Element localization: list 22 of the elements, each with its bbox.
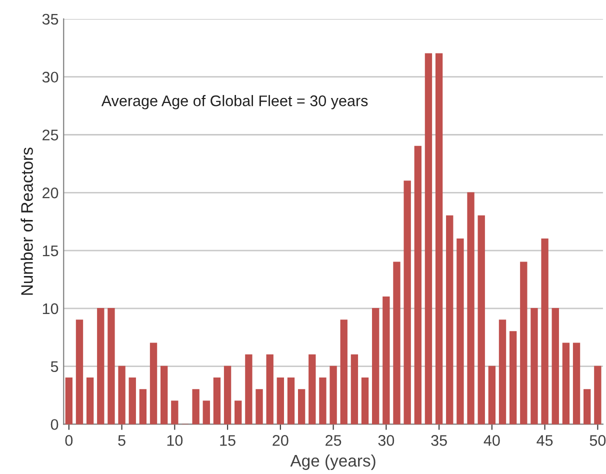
y-tick-label: 30 [42,72,58,83]
annotation: Average Age of Global Fleet = 30 years [101,95,368,110]
x-tick-label: 50 [590,435,606,446]
x-tick-label: 10 [167,435,183,446]
y-tick-label: 35 [42,14,58,25]
y-tick-label: 5 [50,361,58,372]
x-tick-label: 20 [272,435,288,446]
y-tick-label: 20 [42,188,58,198]
x-tick-label: 0 [65,435,73,446]
x-tick-label: 40 [484,435,500,446]
y-tick-label: 0 [50,419,58,430]
x-axis-title: Age (years) [290,454,376,470]
y-tick-label: 10 [42,303,58,314]
y-tick-label: 25 [42,130,58,140]
x-tick-label: 15 [220,435,236,446]
y-tick-label: 15 [42,246,58,256]
x-tick-label: 25 [326,435,342,446]
x-tick-label: 35 [431,435,447,446]
x-tick-label: 5 [118,435,126,446]
y-axis-title: Number of Reactors [20,148,33,295]
x-tick-label: 30 [378,435,394,446]
x-tick-label: 45 [536,435,553,446]
